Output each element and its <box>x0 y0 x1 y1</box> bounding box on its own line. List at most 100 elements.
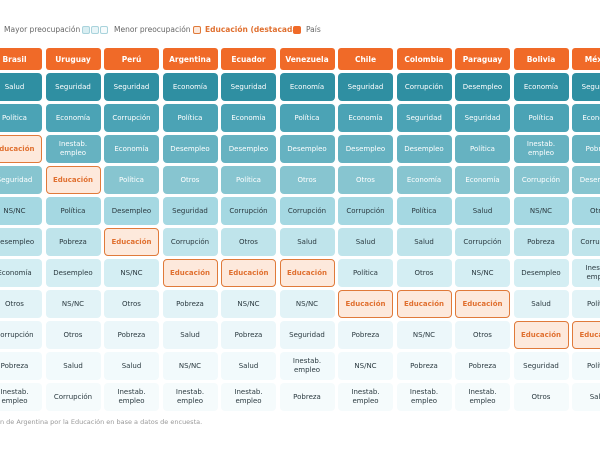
topic-cell: Economía <box>338 104 393 132</box>
country-header: Chile <box>338 48 393 70</box>
topic-cell: Seguridad <box>221 73 276 101</box>
country-header: Venezuela <box>279 48 335 70</box>
topic-cell: Economía <box>162 73 218 101</box>
topic-cell: NS/NC <box>0 197 42 225</box>
topic-cell: Otros <box>0 290 42 318</box>
topic-cell: Inestab. empleo <box>572 259 600 287</box>
country-header: Ecuador <box>221 48 276 70</box>
topic-cell: Economía <box>279 73 335 101</box>
country-header: México <box>572 48 600 70</box>
country-header: Brasil <box>0 48 42 70</box>
topic-cell: Desempleo <box>0 228 42 256</box>
topic-cell: Política <box>0 104 42 132</box>
topic-cell: Salud <box>0 73 42 101</box>
topic-cell: Desempleo <box>221 135 276 163</box>
topic-cell: Pobreza <box>162 290 218 318</box>
topic-cell: Política <box>396 197 452 225</box>
topic-cell: Política <box>455 135 510 163</box>
topic-cell: Corrupción <box>0 321 42 349</box>
topic-cell: Seguridad <box>162 197 218 225</box>
topic-cell: Inestab. empleo <box>45 135 101 163</box>
country-header: Paraguay <box>455 48 510 70</box>
topic-cell: Política <box>513 104 569 132</box>
legend-swatch <box>193 26 201 34</box>
topic-cell: NS/NC <box>279 290 335 318</box>
topic-cell: Economía <box>572 104 600 132</box>
topic-cell: Pobreza <box>513 228 569 256</box>
topic-cell: Desempleo <box>45 259 101 287</box>
topic-cell: Otros <box>513 383 569 411</box>
topic-cell: Inestab. empleo <box>0 383 42 411</box>
topic-cell: Inestab. empleo <box>338 383 393 411</box>
topic-cell: Otros <box>279 166 335 194</box>
topic-cell: Desempleo <box>104 197 159 225</box>
topic-cell: Otros <box>455 321 510 349</box>
topic-cell: Desempleo <box>396 135 452 163</box>
note: n de Argentina por la Educación en base … <box>0 418 203 426</box>
country-header: Bolivia <box>513 48 569 70</box>
topic-cell: Economía <box>104 135 159 163</box>
highlight-cell: Educación <box>279 259 335 287</box>
highlight-cell: Educación <box>0 135 42 163</box>
topic-cell: Inestab. empleo <box>513 135 569 163</box>
topic-cell: Desempleo <box>162 135 218 163</box>
topic-cell: Desempleo <box>572 166 600 194</box>
topic-cell: Seguridad <box>455 104 510 132</box>
country-header: Colombia <box>396 48 452 70</box>
highlight-cell: Educación <box>104 228 159 256</box>
highlight-cell: Educación <box>45 166 101 194</box>
topic-cell: Corrupción <box>338 197 393 225</box>
topic-cell: Seguridad <box>338 73 393 101</box>
topic-cell: NS/NC <box>104 259 159 287</box>
topic-cell: Inestab. empleo <box>104 383 159 411</box>
topic-cell: Política <box>279 104 335 132</box>
topic-cell: Pobreza <box>455 352 510 380</box>
topic-cell: Política <box>221 166 276 194</box>
topic-cell: Corrupción <box>104 104 159 132</box>
topic-cell: Seguridad <box>396 104 452 132</box>
topic-cell: Seguridad <box>279 321 335 349</box>
legend-country: País <box>306 25 321 34</box>
topic-cell: Corrupción <box>396 73 452 101</box>
topic-cell: Inestab. empleo <box>455 383 510 411</box>
topic-cell: Seguridad <box>104 73 159 101</box>
topic-cell: Pobreza <box>45 228 101 256</box>
topic-cell: Corrupción <box>162 228 218 256</box>
topic-cell: Pobreza <box>104 321 159 349</box>
highlight-cell: Educación <box>221 259 276 287</box>
topic-cell: Salud <box>338 228 393 256</box>
topic-cell: Inestab. empleo <box>279 352 335 380</box>
topic-cell: Inestab. empleo <box>396 383 452 411</box>
highlight-cell: Educación <box>396 290 452 318</box>
topic-cell: Salud <box>221 352 276 380</box>
legend-swatch <box>91 26 99 34</box>
topic-cell: Política <box>572 352 600 380</box>
topic-cell: Desempleo <box>338 135 393 163</box>
topic-cell: Salud <box>513 290 569 318</box>
highlight-cell: Educación <box>513 321 569 349</box>
topic-cell: Corrupción <box>513 166 569 194</box>
country-header: Perú <box>104 48 159 70</box>
topic-cell: Corrupción <box>221 197 276 225</box>
topic-cell: Salud <box>572 383 600 411</box>
topic-cell: Otros <box>572 197 600 225</box>
topic-cell: Política <box>162 104 218 132</box>
topic-cell: Salud <box>455 197 510 225</box>
topic-cell: Corrupción <box>572 228 600 256</box>
legend-high: Mayor preocupación <box>4 25 81 34</box>
highlight-cell: Educación <box>162 259 218 287</box>
topic-cell: Seguridad <box>572 73 600 101</box>
legend-low: Menor preocupación <box>114 25 191 34</box>
topic-cell: Salud <box>45 352 101 380</box>
topic-cell: Salud <box>162 321 218 349</box>
topic-cell: Otros <box>45 321 101 349</box>
topic-cell: Salud <box>396 228 452 256</box>
topic-cell: Otros <box>338 166 393 194</box>
topic-cell: Desempleo <box>513 259 569 287</box>
topic-cell: Política <box>572 290 600 318</box>
topic-cell: Inestab. empleo <box>221 383 276 411</box>
topic-cell: Pobreza <box>279 383 335 411</box>
topic-cell: Salud <box>104 352 159 380</box>
topic-cell: NS/NC <box>513 197 569 225</box>
topic-cell: Otros <box>104 290 159 318</box>
